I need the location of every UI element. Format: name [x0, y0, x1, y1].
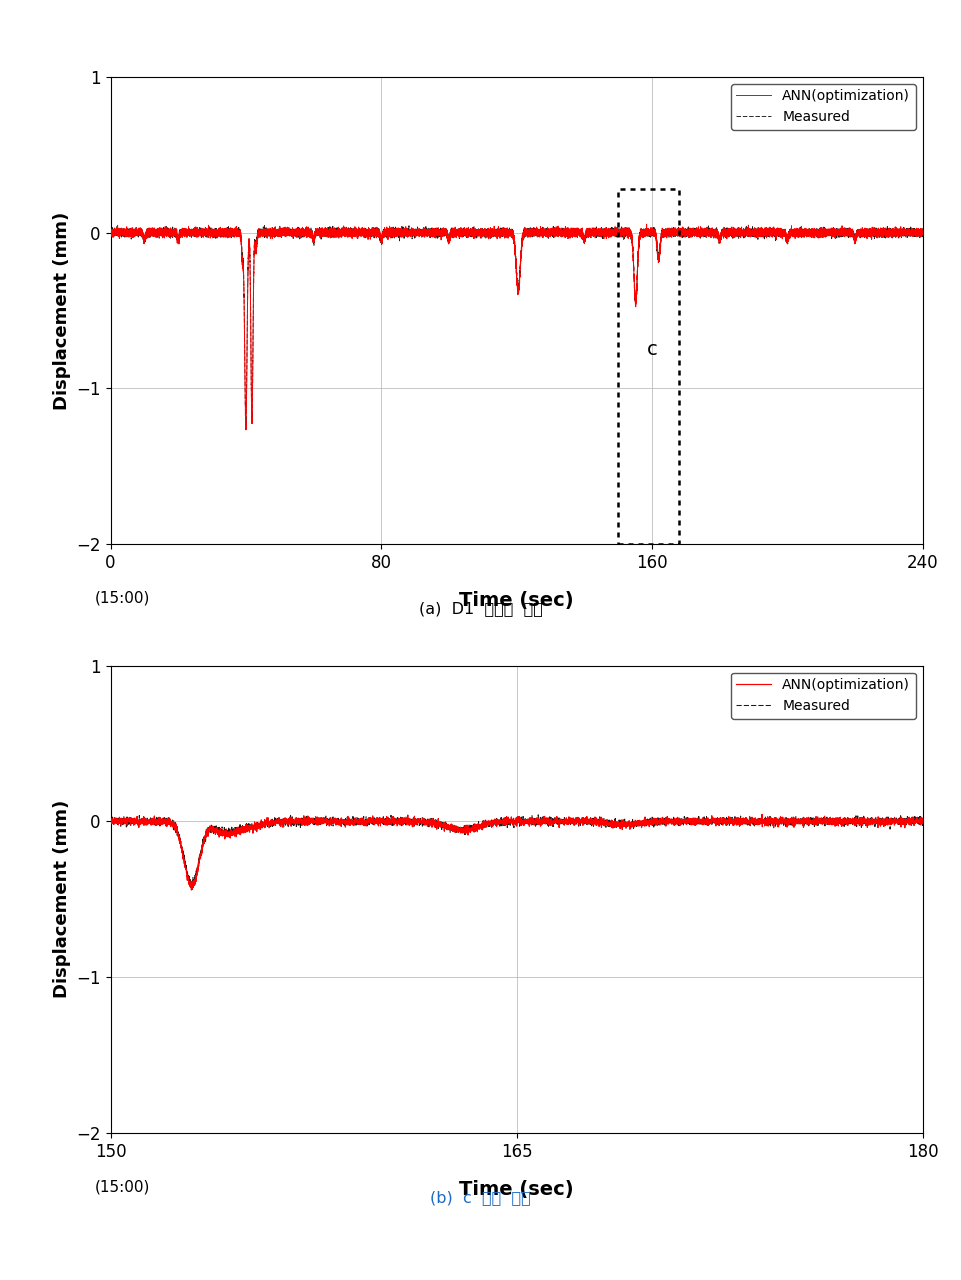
Measured: [469, 819, 480, 835]
ANN(optimization): [630, 285, 642, 301]
ANN(optimization): [113, 230, 125, 246]
ANN(optimization): [658, 224, 670, 239]
ANN(optimization): [535, 228, 547, 243]
Text: c: c: [647, 339, 657, 358]
Y-axis label: Displacement (mm): Displacement (mm): [53, 211, 71, 410]
Legend: ANN(optimization), Measured: ANN(optimization), Measured: [730, 83, 916, 129]
Measured: [420, 218, 431, 233]
ANN(optimization): [756, 806, 768, 822]
Measured: [888, 221, 899, 237]
Line: Measured: Measured: [111, 815, 923, 887]
ANN(optimization): [917, 224, 928, 239]
Line: ANN(optimization): ANN(optimization): [111, 224, 923, 430]
ANN(optimization): [641, 216, 653, 232]
ANN(optimization): [411, 812, 423, 827]
Measured: [105, 227, 116, 242]
Measured: [535, 227, 547, 242]
Text: (b)  c  구역  확대: (b) c 구역 확대: [431, 1190, 530, 1206]
Line: Measured: Measured: [111, 225, 923, 425]
Measured: [105, 813, 116, 828]
ANN(optimization): [302, 818, 313, 833]
Measured: [630, 283, 642, 298]
ANN(optimization): [105, 224, 116, 239]
ANN(optimization): [219, 225, 231, 241]
ANN(optimization): [911, 814, 923, 829]
Measured: [219, 227, 231, 242]
Text: Time (sec): Time (sec): [459, 1180, 574, 1198]
Y-axis label: Displacement (mm): Displacement (mm): [53, 800, 71, 998]
Legend: ANN(optimization), Measured: ANN(optimization), Measured: [730, 672, 916, 718]
Measured: [532, 808, 544, 823]
Bar: [618, 189, 679, 544]
Measured: [658, 225, 670, 241]
Text: Time (sec): Time (sec): [459, 591, 574, 609]
Measured: [113, 224, 125, 239]
ANN(optimization): [469, 819, 480, 835]
Measured: [293, 813, 305, 828]
ANN(optimization): [293, 812, 305, 827]
ANN(optimization): [917, 812, 928, 827]
ANN(optimization): [105, 813, 116, 828]
ANN(optimization): [888, 225, 899, 241]
Measured: [917, 814, 928, 829]
Measured: [240, 417, 252, 433]
ANN(optimization): [298, 813, 309, 828]
Measured: [411, 814, 423, 829]
Text: (15:00): (15:00): [94, 1180, 150, 1194]
Measured: [185, 879, 197, 895]
ANN(optimization): [240, 422, 252, 438]
Line: ANN(optimization): ANN(optimization): [111, 814, 923, 890]
Measured: [302, 817, 313, 832]
Measured: [298, 817, 309, 832]
Text: (a)  D1  지점의  변위: (a) D1 지점의 변위: [419, 602, 542, 617]
ANN(optimization): [185, 882, 197, 897]
Measured: [911, 813, 923, 828]
Text: (15:00): (15:00): [94, 591, 150, 605]
Measured: [917, 228, 928, 243]
